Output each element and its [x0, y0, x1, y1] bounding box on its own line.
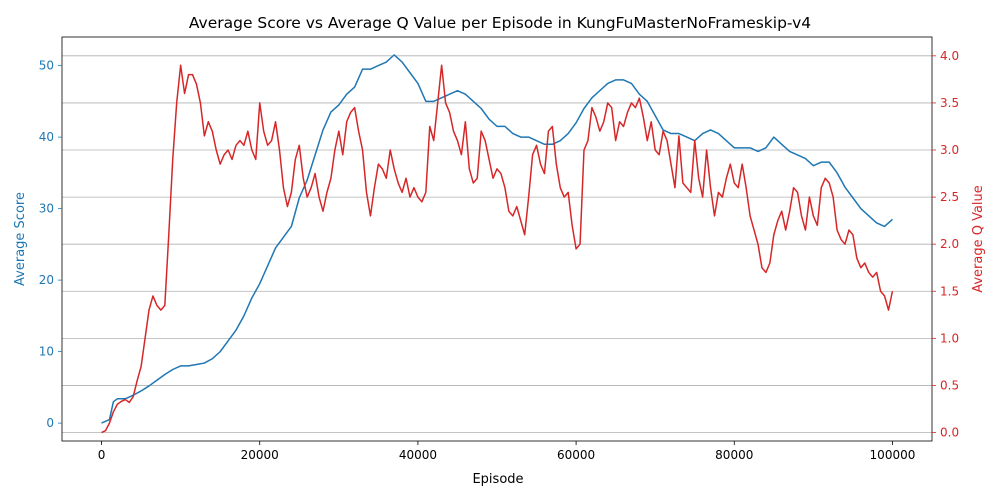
left-tick-label-2: 20	[39, 273, 54, 287]
x-tick-label-5: 100000	[870, 448, 916, 462]
right-tick-label-0: 0.0	[940, 426, 959, 440]
q-value-line	[101, 64, 894, 434]
plot-frame	[61, 36, 933, 442]
x-tick-label-2: 40000	[399, 448, 437, 462]
chart-title: Average Score vs Average Q Value per Epi…	[189, 14, 811, 32]
series-layer	[101, 54, 894, 434]
score-line	[101, 54, 893, 424]
right-axis-label: Average Q Value	[971, 185, 986, 293]
right-tick-label-7: 3.5	[940, 96, 959, 110]
right-tick-label-8: 4.0	[940, 49, 959, 63]
right-tick-label-2: 1.0	[940, 331, 959, 345]
right-tick-label-1: 0.5	[940, 378, 959, 392]
right-tick-label-5: 2.5	[940, 190, 959, 204]
left-tick-label-5: 50	[39, 59, 54, 73]
grid-layer	[62, 55, 932, 433]
left-tick-label-4: 40	[39, 130, 54, 144]
axes-layer: 0 20000 40000 60000 80000 100000 0 10 20 30 40 50 0.…	[39, 36, 959, 462]
x-tick-label-1: 20000	[241, 448, 279, 462]
x-tick-label-4: 80000	[715, 448, 753, 462]
left-tick-label-3: 30	[39, 202, 54, 216]
left-axis-label: Average Score	[13, 192, 28, 286]
left-tick-label-1: 10	[39, 345, 54, 359]
right-tick-label-6: 3.0	[940, 143, 959, 157]
x-axis-label: Episode	[472, 472, 523, 487]
left-tick-label-0: 0	[46, 416, 54, 430]
right-tick-label-3: 1.5	[940, 284, 959, 298]
x-tick-label-0: 0	[98, 448, 106, 462]
right-tick-label-4: 2.0	[940, 237, 959, 251]
x-tick-label-3: 60000	[557, 448, 595, 462]
